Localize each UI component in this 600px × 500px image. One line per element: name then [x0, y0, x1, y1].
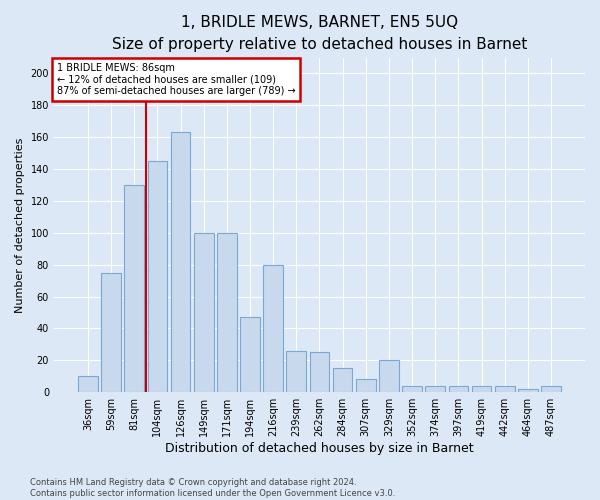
- Bar: [472, 386, 491, 392]
- Bar: [240, 318, 260, 392]
- Bar: [217, 233, 236, 392]
- Bar: [194, 233, 214, 392]
- Title: 1, BRIDLE MEWS, BARNET, EN5 5UQ
Size of property relative to detached houses in : 1, BRIDLE MEWS, BARNET, EN5 5UQ Size of …: [112, 15, 527, 52]
- Bar: [356, 380, 376, 392]
- Bar: [78, 376, 98, 392]
- Bar: [402, 386, 422, 392]
- Y-axis label: Number of detached properties: Number of detached properties: [15, 137, 25, 312]
- Bar: [333, 368, 352, 392]
- Bar: [541, 386, 561, 392]
- Bar: [425, 386, 445, 392]
- Bar: [310, 352, 329, 392]
- Text: 1 BRIDLE MEWS: 86sqm
← 12% of detached houses are smaller (109)
87% of semi-deta: 1 BRIDLE MEWS: 86sqm ← 12% of detached h…: [56, 62, 295, 96]
- Bar: [286, 351, 306, 392]
- Bar: [124, 185, 144, 392]
- Bar: [263, 264, 283, 392]
- Text: Contains HM Land Registry data © Crown copyright and database right 2024.
Contai: Contains HM Land Registry data © Crown c…: [30, 478, 395, 498]
- Bar: [148, 161, 167, 392]
- X-axis label: Distribution of detached houses by size in Barnet: Distribution of detached houses by size …: [165, 442, 474, 455]
- Bar: [101, 272, 121, 392]
- Bar: [518, 389, 538, 392]
- Bar: [170, 132, 190, 392]
- Bar: [495, 386, 515, 392]
- Bar: [379, 360, 399, 392]
- Bar: [449, 386, 468, 392]
